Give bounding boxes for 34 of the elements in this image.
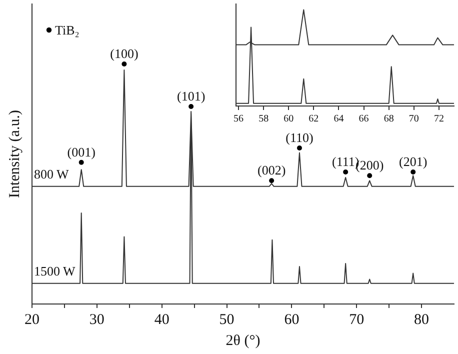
series-label: 800 W	[34, 166, 70, 182]
point	[367, 173, 372, 178]
x-tick-label: 40	[154, 312, 170, 328]
x-tick-label: 68	[384, 114, 394, 125]
point	[78, 160, 84, 165]
annotation: (110)	[286, 130, 314, 145]
x-tick-label: 50	[219, 312, 234, 328]
x-tick-label: 80	[414, 312, 430, 328]
point	[188, 104, 194, 109]
point	[296, 146, 302, 150]
x-axis-title: 2θ (°)	[226, 332, 260, 349]
x-tick-label: 62	[308, 114, 319, 125]
x-tick-label: 64	[334, 114, 344, 125]
annotation: (201)	[399, 154, 428, 169]
series-label: 1500 W	[34, 263, 76, 278]
x-tick-label: 56	[234, 114, 244, 125]
x-tick-label: 66	[358, 114, 369, 125]
x-tick-label: 70	[349, 312, 364, 328]
annotation: (001)	[67, 144, 96, 160]
annotation: (100)	[110, 46, 138, 61]
point	[269, 178, 274, 184]
x-tick-label: 20	[24, 312, 40, 328]
point	[122, 62, 127, 66]
point	[410, 170, 416, 174]
x-tick-label: 70	[408, 114, 419, 125]
x-tick-label: 30	[89, 312, 104, 328]
x-tick-label: 72	[434, 114, 444, 125]
y-axis-title: Intensity (a.u.)	[6, 110, 23, 198]
legend-label: TiB₂	[55, 22, 80, 38]
x-tick-label: 60	[284, 114, 294, 125]
x-tick-label: 58	[258, 114, 269, 125]
x-tick-label: 60	[284, 312, 300, 328]
annotation: (002)	[257, 162, 286, 178]
annotation: (101)	[176, 88, 206, 104]
